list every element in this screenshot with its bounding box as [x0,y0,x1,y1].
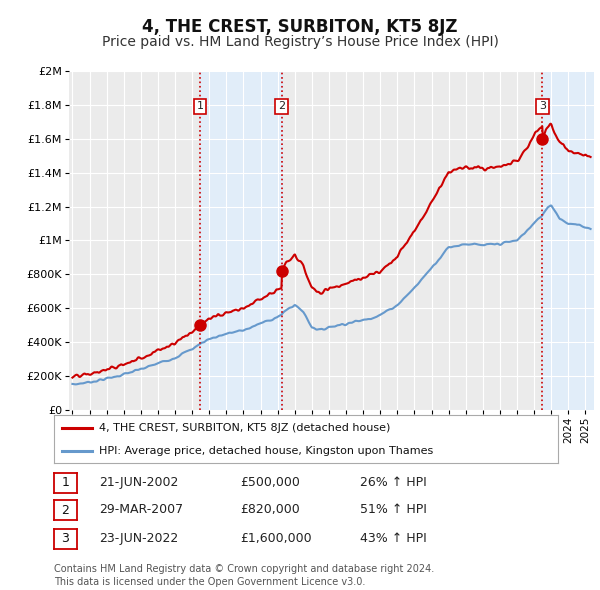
Text: 26% ↑ HPI: 26% ↑ HPI [360,476,427,489]
Text: 4, THE CREST, SURBITON, KT5 8JZ: 4, THE CREST, SURBITON, KT5 8JZ [142,18,458,35]
Text: 51% ↑ HPI: 51% ↑ HPI [360,503,427,516]
Text: 1: 1 [61,476,70,489]
Text: 2: 2 [61,504,70,517]
Text: 2: 2 [278,101,285,112]
Text: 43% ↑ HPI: 43% ↑ HPI [360,532,427,545]
Bar [542,71,594,410]
Text: 4, THE CREST, SURBITON, KT5 8JZ (detached house): 4, THE CREST, SURBITON, KT5 8JZ (detache… [100,423,391,433]
Text: 3: 3 [61,532,70,545]
Text: 23-JUN-2022: 23-JUN-2022 [99,532,178,545]
Text: £500,000: £500,000 [240,476,300,489]
Text: HPI: Average price, detached house, Kingston upon Thames: HPI: Average price, detached house, King… [100,445,434,455]
Text: £1,600,000: £1,600,000 [240,532,311,545]
Text: Price paid vs. HM Land Registry’s House Price Index (HPI): Price paid vs. HM Land Registry’s House … [101,35,499,50]
Text: £820,000: £820,000 [240,503,300,516]
Text: 21-JUN-2002: 21-JUN-2002 [99,476,178,489]
Text: 1: 1 [197,101,203,112]
Bar [200,71,282,410]
Text: Contains HM Land Registry data © Crown copyright and database right 2024.
This d: Contains HM Land Registry data © Crown c… [54,564,434,587]
Text: 29-MAR-2007: 29-MAR-2007 [99,503,183,516]
Text: 3: 3 [539,101,546,112]
